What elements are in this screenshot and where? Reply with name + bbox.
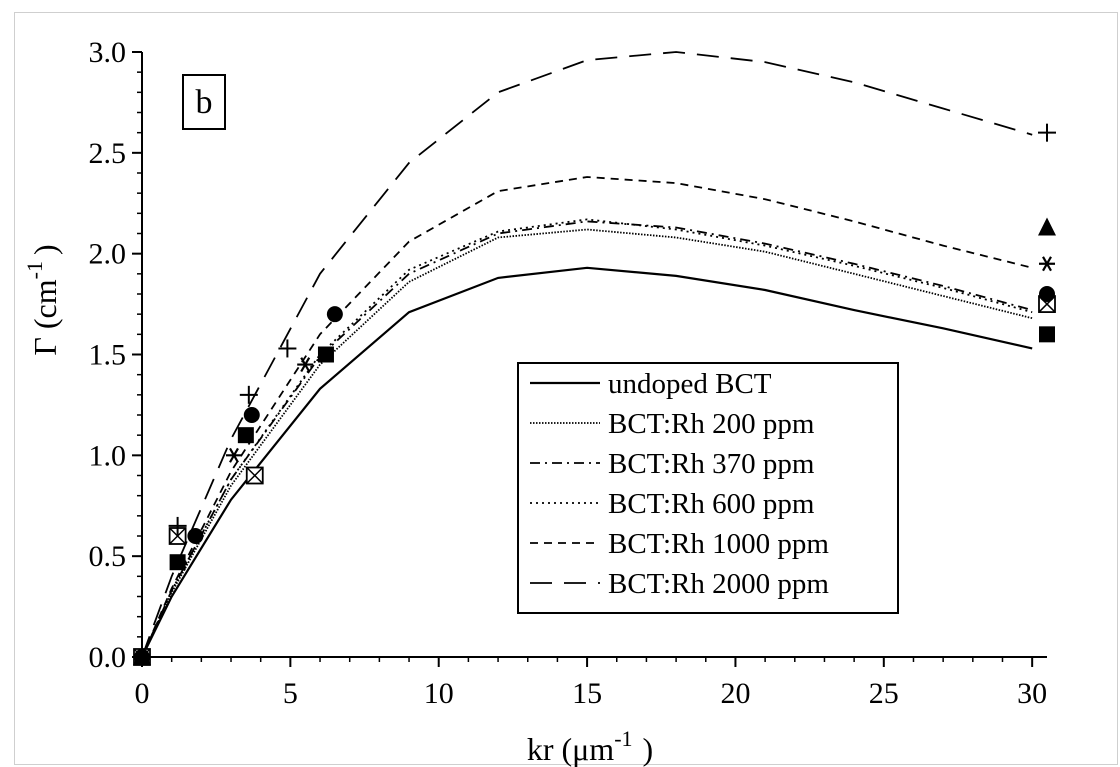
asterisk-marker bbox=[225, 447, 242, 463]
circle-marker bbox=[243, 407, 260, 423]
x-tick-label: 20 bbox=[720, 677, 750, 710]
square-marker bbox=[169, 554, 186, 571]
circle-marker bbox=[1039, 286, 1055, 302]
series-line bbox=[141, 220, 1033, 658]
series-line bbox=[141, 218, 1033, 658]
series-line bbox=[141, 51, 1033, 658]
x-tick-label: 5 bbox=[283, 677, 298, 710]
legend-label: BCT:Rh 370 ppm bbox=[608, 448, 815, 480]
square-marker bbox=[317, 346, 334, 363]
asterisk-marker-arm bbox=[229, 447, 239, 463]
legend-label: BCT:Rh 200 ppm bbox=[608, 408, 815, 440]
plus-marker bbox=[133, 648, 151, 666]
circle-marker bbox=[187, 528, 204, 544]
asterisk-marker-arm bbox=[1042, 256, 1052, 272]
series-line bbox=[141, 266, 1033, 658]
x-tick-label: 25 bbox=[869, 677, 899, 710]
square-marker bbox=[237, 427, 254, 444]
series-markers bbox=[133, 123, 1056, 666]
x-tick-label: 15 bbox=[572, 677, 602, 710]
y-axis-title-main: Γ (cm bbox=[27, 279, 63, 355]
asterisk-marker bbox=[1039, 256, 1055, 272]
asterisk-marker bbox=[297, 357, 314, 373]
legend: undoped BCT BCT:Rh 200 ppm BCT:Rh 370 ppm B… bbox=[517, 362, 899, 614]
legend-label: BCT:Rh 600 ppm bbox=[608, 488, 815, 520]
series-lines bbox=[141, 51, 1033, 658]
boxed-x-marker-diag bbox=[169, 527, 187, 545]
panel-label: b bbox=[196, 84, 213, 121]
triangle-marker bbox=[1038, 217, 1056, 236]
series-line bbox=[141, 228, 1033, 658]
legend-label: BCT:Rh 2000 ppm bbox=[608, 568, 829, 600]
boxed-x-marker bbox=[168, 527, 187, 545]
square-marker bbox=[1039, 326, 1055, 343]
ticks: 0 5 10 15 20 25 30 0.0 0.5 1.0 1.5 2.0 2.5 3.0 bbox=[89, 36, 1048, 710]
plus-marker bbox=[168, 516, 187, 535]
boxed-x-marker bbox=[245, 466, 264, 485]
legend-box bbox=[517, 362, 899, 614]
y-tick-label: 2.5 bbox=[89, 137, 127, 170]
y-tick-label: 1.5 bbox=[89, 339, 127, 372]
x-axis-title-main: kr (μm bbox=[527, 731, 614, 767]
x-axis-title-close: ) bbox=[643, 731, 654, 767]
y-tick-label: 0.0 bbox=[89, 641, 127, 674]
asterisk-marker-arm bbox=[300, 357, 311, 373]
y-axis-title-close: ) bbox=[27, 244, 63, 255]
circle-marker bbox=[326, 306, 343, 323]
y-axis-title-sup: -1 bbox=[22, 261, 47, 279]
x-axis-title-sup: -1 bbox=[614, 726, 632, 751]
plus-marker bbox=[239, 385, 258, 404]
x-tick-label: 10 bbox=[424, 677, 454, 710]
y-tick-label: 2.0 bbox=[89, 238, 127, 271]
panel-label-box bbox=[182, 74, 226, 130]
boxed-x-marker-diag bbox=[246, 466, 264, 485]
x-tick-label: 30 bbox=[1017, 677, 1047, 710]
y-tick-label: 0.5 bbox=[89, 540, 127, 573]
x-tick-label: 0 bbox=[135, 677, 150, 710]
legend-label: BCT:Rh 1000 ppm bbox=[608, 528, 829, 560]
y-axis-title: Γ (cm-1) bbox=[22, 244, 63, 355]
plus-marker bbox=[1038, 123, 1056, 142]
x-axis-title: kr (μm-1) bbox=[527, 726, 653, 767]
y-tick-label: 1.0 bbox=[89, 439, 127, 472]
legend-label: undoped BCT bbox=[608, 368, 772, 400]
plus-marker bbox=[278, 339, 297, 358]
y-tick-label: 3.0 bbox=[89, 36, 127, 69]
series-line bbox=[141, 176, 1033, 658]
